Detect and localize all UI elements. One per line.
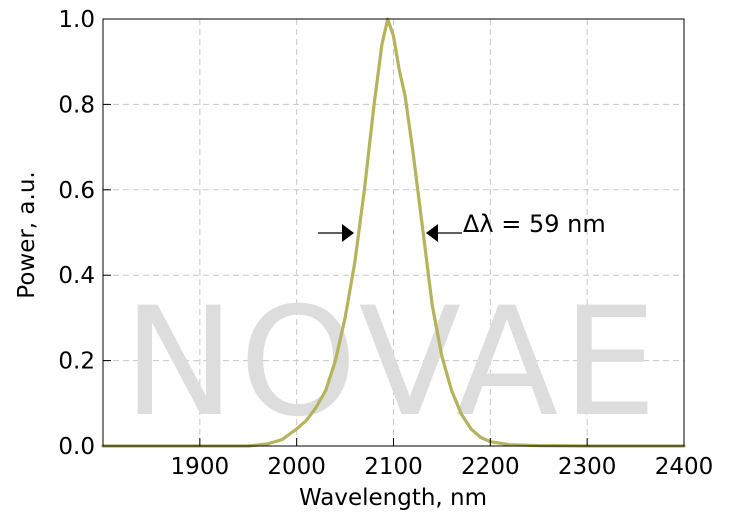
y-tick-label: 0.0 (58, 434, 95, 460)
x-tick-label: 1900 (171, 454, 230, 480)
tick-labels: 1900 2000 2100 2200 2300 2400 0.0 0.2 0.4 0.6 0.8 1… (58, 7, 713, 480)
x-tick-label: 2200 (461, 454, 520, 480)
ticks (103, 18, 685, 447)
x-axis-label: Wavelength, nm (299, 485, 487, 511)
watermark-text: NOVAE (123, 276, 661, 450)
y-tick-label: 0.6 (58, 178, 95, 204)
fwhm-annotation: Δλ = 59 nm (318, 210, 606, 242)
x-tick-label: 2300 (558, 454, 617, 480)
series-line-0 (101, 17, 686, 448)
y-tick-label: 0.8 (58, 92, 95, 118)
x-tick-label: 2000 (267, 454, 326, 480)
grid (103, 19, 684, 446)
y-tick-label: 0.4 (58, 263, 95, 289)
y-tick-label: 1.0 (58, 7, 95, 33)
fwhm-label: Δλ = 59 nm (463, 210, 606, 238)
y-tick-label: 0.2 (58, 349, 95, 375)
fwhm-left-arrowhead (342, 224, 354, 242)
watermark: NOVAE (123, 276, 661, 450)
x-tick-label: 2400 (655, 454, 714, 480)
y-axis-label: Power, a.u. (14, 171, 40, 298)
x-tick-label: 2100 (364, 454, 423, 480)
fwhm-right-arrowhead (426, 224, 438, 242)
